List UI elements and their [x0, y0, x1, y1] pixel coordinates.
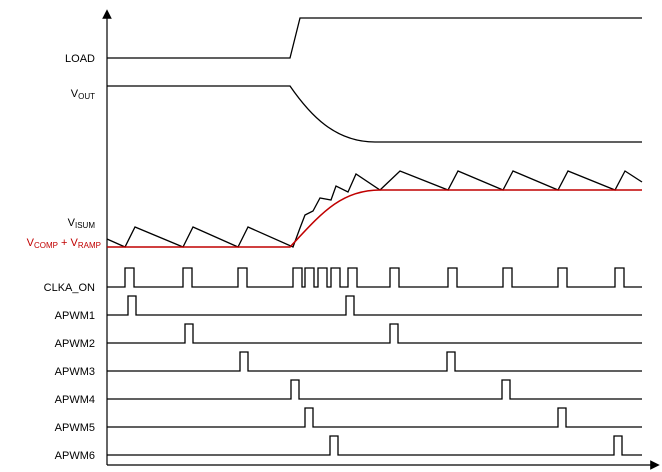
vcomp-wave [107, 189, 642, 248]
load-label: LOAD [65, 53, 95, 65]
sub: ISUM [75, 221, 95, 230]
load-wave [107, 17, 642, 59]
clka-wave [107, 267, 642, 288]
apwm-label: APWM1 [55, 310, 95, 322]
clka-label: CLKA_ON [44, 282, 95, 294]
apwm-wave [107, 295, 642, 316]
vcomp-label: VCOMP + VRAMP [27, 237, 101, 250]
sub: COMP [34, 241, 58, 250]
sub: RAMP [78, 241, 101, 250]
v: V [27, 237, 35, 249]
apwm-wave [107, 379, 642, 400]
apwm-wave [107, 435, 642, 456]
apwm-wave [107, 323, 642, 344]
apwm-wave [107, 351, 642, 372]
sub: OUT [78, 92, 95, 101]
vout-label: VOUT [71, 88, 95, 101]
apwm-label: APWM3 [55, 366, 95, 378]
v: V [71, 88, 79, 100]
apwm-wave [107, 407, 642, 428]
apwm-label: APWM2 [55, 338, 95, 350]
plus: + [58, 237, 71, 249]
v: V [68, 217, 76, 229]
visum-label: VISUM [68, 217, 96, 230]
v: V [71, 237, 79, 249]
apwm-label: APWM5 [55, 422, 95, 434]
visum-wave [106, 170, 643, 248]
pulse-waves [107, 267, 642, 456]
vout-wave [107, 85, 642, 143]
apwm-label: APWM4 [55, 394, 95, 406]
apwm-label: APWM6 [55, 450, 95, 462]
